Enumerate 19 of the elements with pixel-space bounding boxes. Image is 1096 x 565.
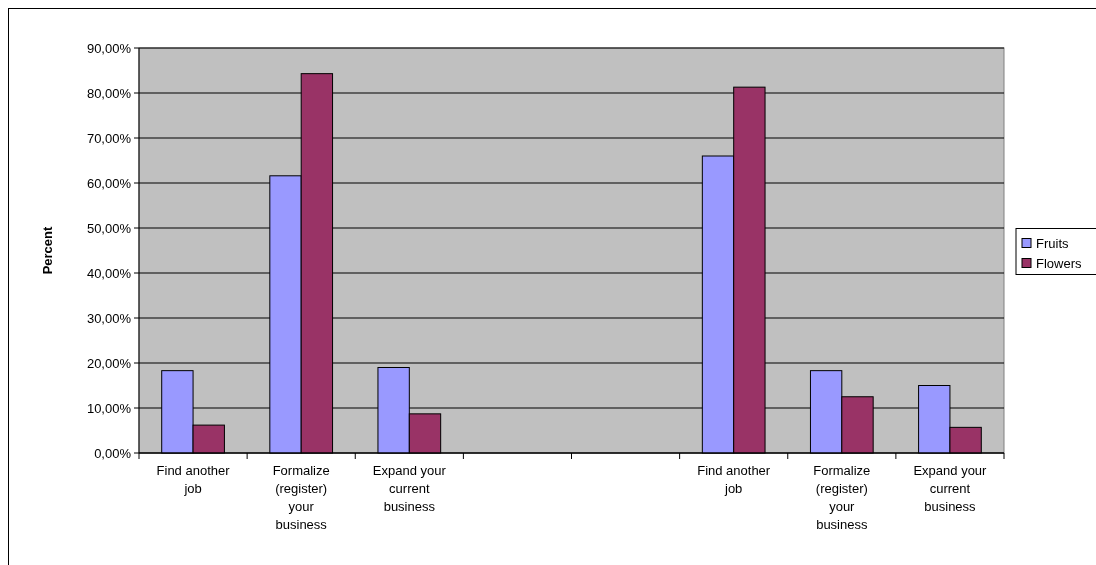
- y-tick-label: 40,00%: [86, 265, 132, 281]
- y-tick-label: 30,00%: [86, 310, 132, 326]
- y-tick-label: 70,00%: [86, 130, 132, 146]
- x-tick-label: Find another job: [697, 463, 771, 496]
- x-tick-label: Expand your current business: [372, 463, 447, 514]
- x-tick-label: Formalize (register) your business: [272, 463, 330, 532]
- y-tick-label: 10,00%: [86, 400, 132, 416]
- y-tick-label: 20,00%: [86, 355, 132, 371]
- x-tick-label: Find another job: [156, 463, 231, 496]
- legend-label: Fruits: [1036, 235, 1069, 251]
- legend-label: Flowers: [1036, 255, 1083, 271]
- y-tick-label: 90,00%: [86, 40, 132, 56]
- x-tick-label: Formalize (register) your business: [813, 463, 871, 532]
- y-tick-label: 0,00%: [94, 445, 132, 461]
- y-tick-label: 50,00%: [86, 220, 132, 236]
- y-tick-label: 60,00%: [86, 175, 132, 191]
- y-tick-label: 80,00%: [86, 85, 132, 101]
- y-axis-title: Percent: [40, 225, 55, 275]
- x-tick-label: Expand your current business: [913, 463, 988, 514]
